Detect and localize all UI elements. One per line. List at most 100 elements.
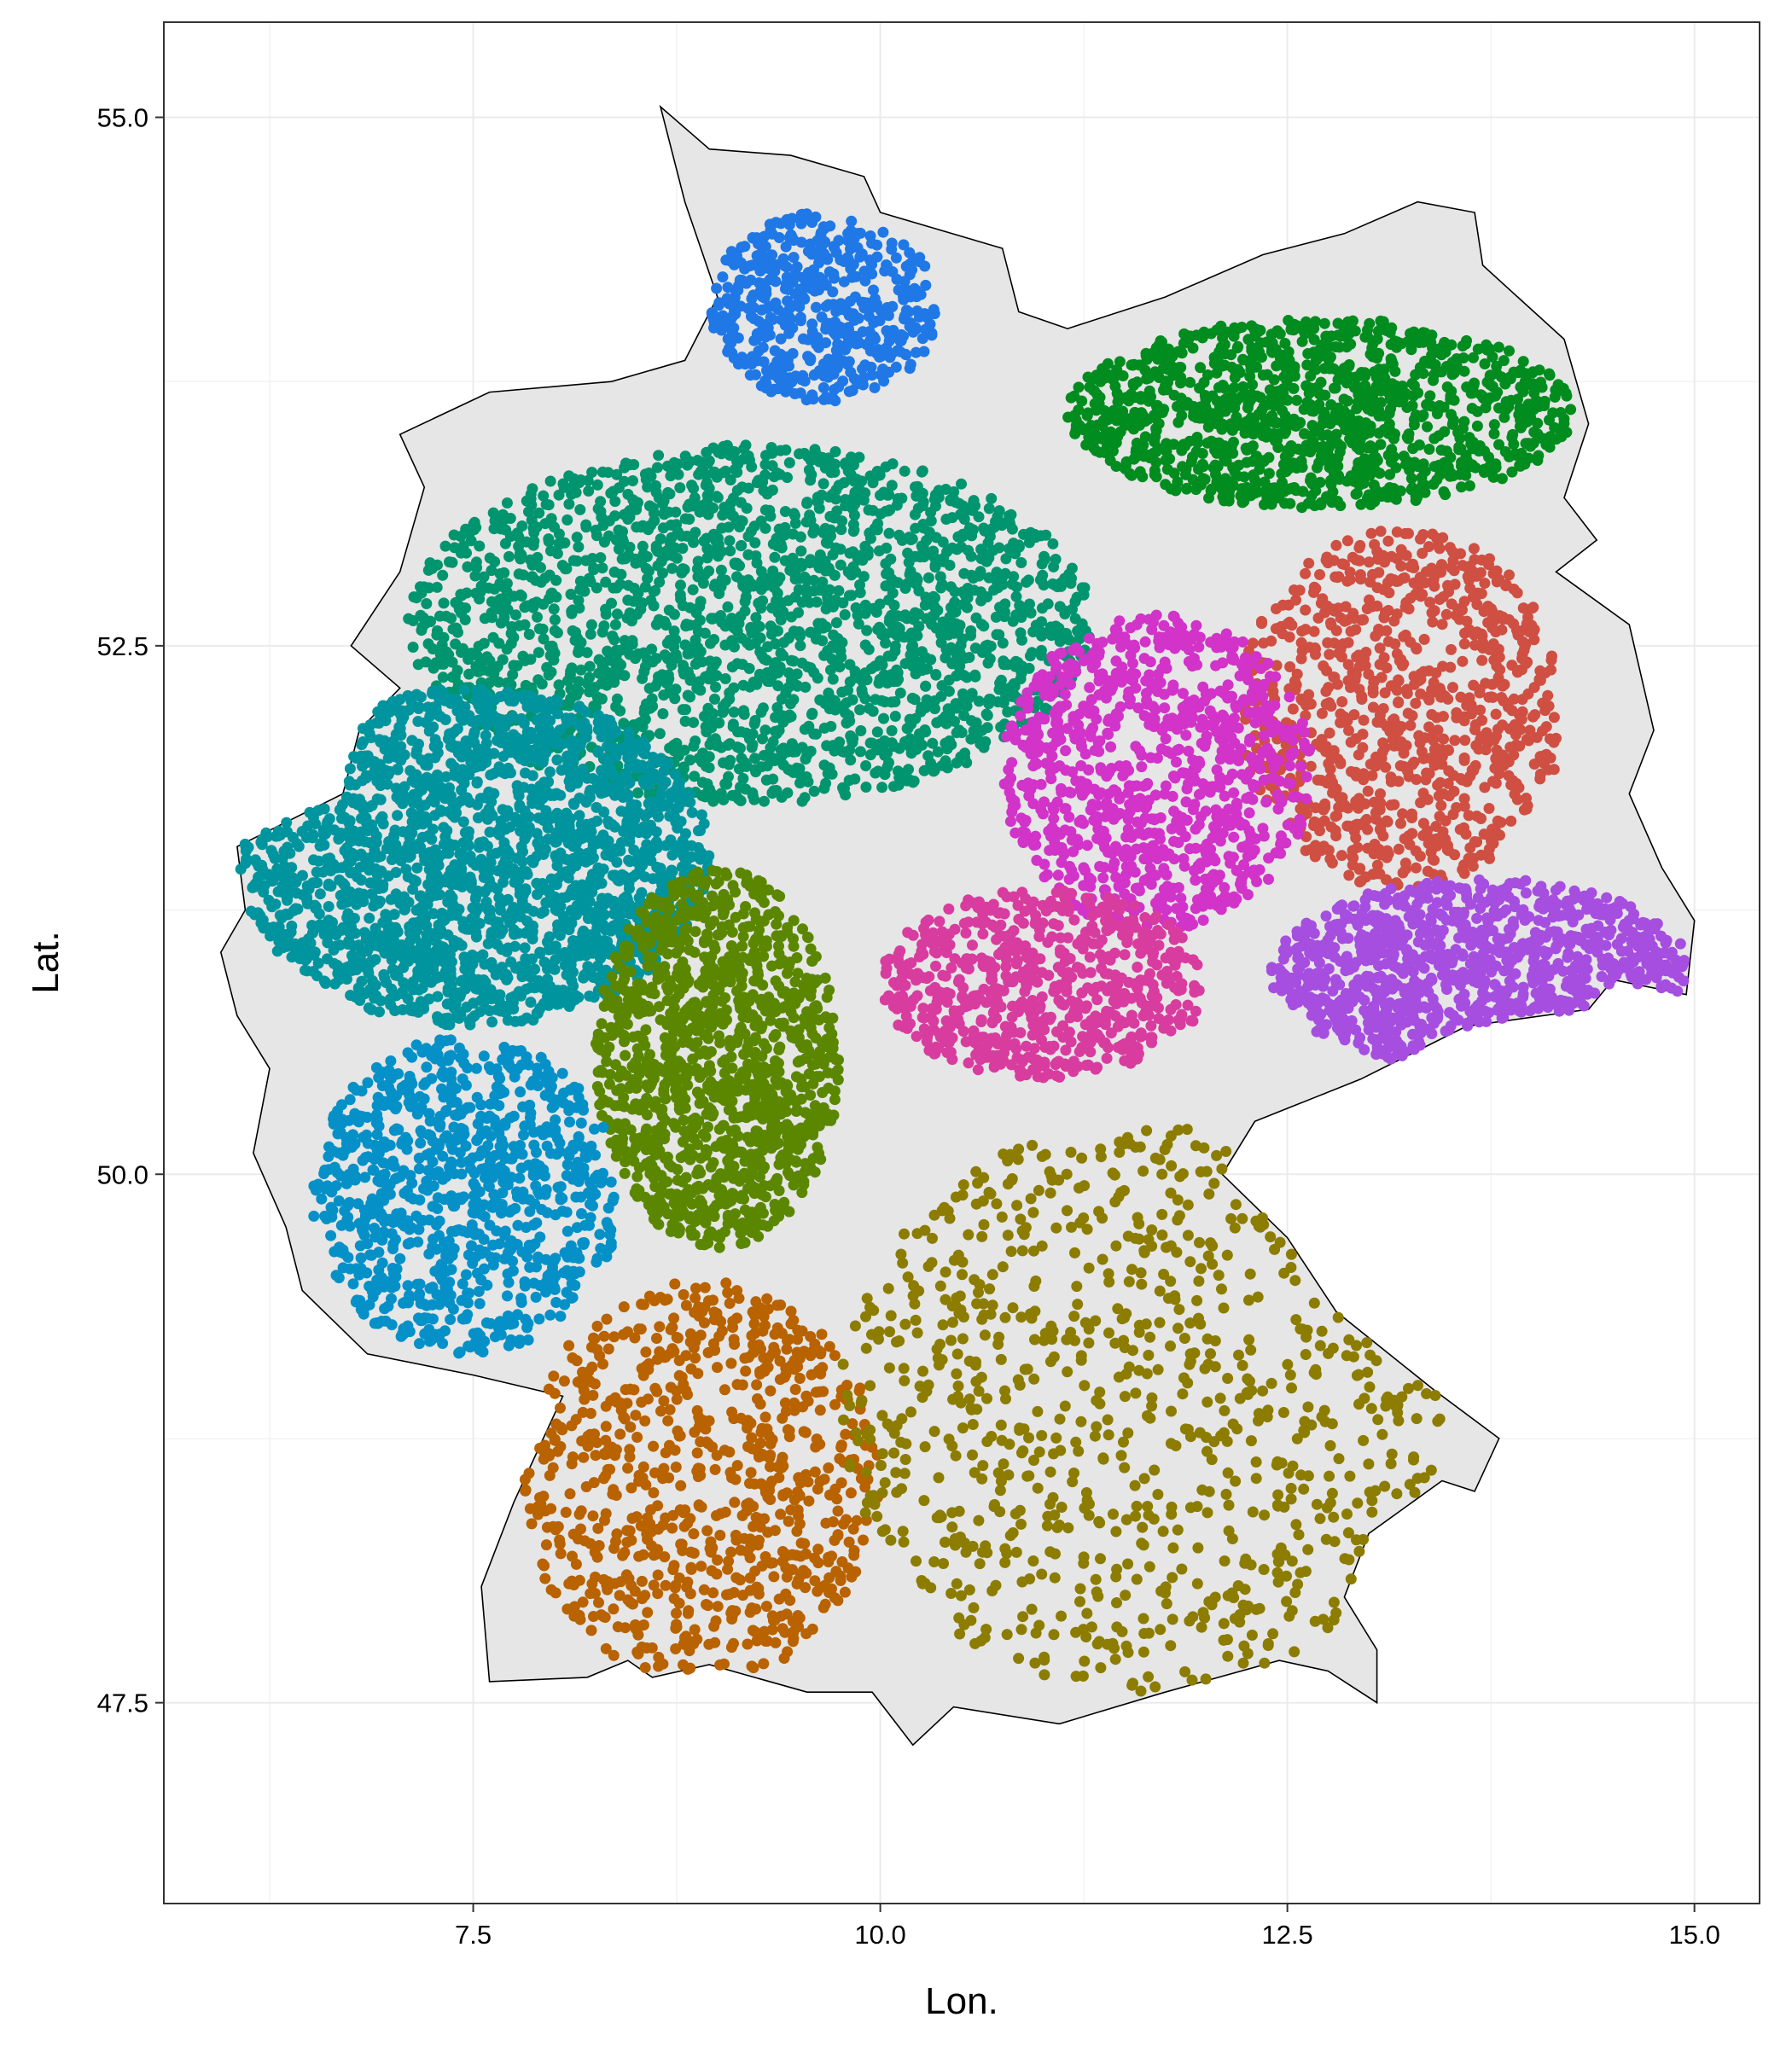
- data-point: [783, 328, 794, 339]
- data-point: [668, 550, 679, 561]
- data-point: [439, 597, 450, 608]
- data-point: [561, 514, 573, 526]
- data-point: [1545, 734, 1556, 745]
- data-point: [767, 485, 778, 496]
- data-point: [843, 466, 854, 477]
- data-point: [870, 382, 881, 393]
- data-point: [514, 620, 525, 631]
- data-point: [1000, 553, 1011, 564]
- data-point: [813, 252, 824, 263]
- data-point: [1457, 656, 1468, 667]
- data-point: [1256, 618, 1267, 629]
- data-point: [812, 332, 823, 343]
- data-point: [1364, 490, 1375, 501]
- data-point: [830, 493, 841, 504]
- data-point: [1084, 682, 1095, 693]
- data-point: [717, 271, 728, 282]
- data-point: [1148, 448, 1159, 459]
- data-point: [1169, 390, 1180, 401]
- data-point: [440, 541, 451, 552]
- data-point: [1290, 421, 1301, 432]
- data-point: [1518, 356, 1529, 367]
- data-point: [864, 703, 875, 714]
- data-point: [1228, 437, 1239, 448]
- data-point: [884, 528, 895, 539]
- data-point: [1354, 864, 1365, 875]
- data-point: [1409, 671, 1420, 682]
- data-point: [975, 566, 986, 577]
- data-point: [1308, 436, 1319, 447]
- data-point: [693, 555, 704, 567]
- data-point: [1346, 626, 1357, 637]
- data-point: [801, 497, 812, 508]
- data-point: [746, 462, 757, 473]
- data-point: [820, 587, 831, 598]
- data-point: [1347, 316, 1359, 327]
- data-point: [828, 630, 839, 641]
- data-point: [1558, 418, 1569, 429]
- data-point: [708, 634, 719, 645]
- data-point: [627, 475, 638, 486]
- data-point: [684, 499, 695, 510]
- data-point: [1362, 603, 1373, 614]
- data-point: [1300, 605, 1311, 616]
- data-point: [840, 609, 851, 620]
- data-point: [720, 575, 731, 586]
- data-point: [1539, 396, 1551, 407]
- data-point: [1359, 453, 1370, 464]
- data-point: [432, 582, 443, 593]
- data-point: [1080, 439, 1091, 451]
- data-point: [803, 246, 814, 257]
- data-point: [675, 593, 686, 604]
- data-point: [882, 490, 893, 501]
- data-point: [755, 326, 766, 337]
- data-point: [1278, 486, 1289, 497]
- data-point: [1504, 346, 1515, 357]
- data-point: [1258, 369, 1269, 381]
- data-point: [735, 356, 746, 367]
- data-point: [768, 753, 779, 764]
- data-point: [606, 598, 617, 609]
- data-point: [803, 776, 814, 788]
- data-point: [1037, 602, 1048, 613]
- data-point: [695, 685, 706, 696]
- data-point: [1434, 430, 1445, 441]
- data-point: [724, 298, 735, 309]
- data-point: [658, 522, 669, 533]
- data-point: [920, 681, 931, 692]
- data-point: [666, 563, 678, 574]
- data-point: [1341, 475, 1353, 486]
- data-point: [730, 332, 742, 343]
- data-point: [492, 661, 503, 672]
- data-point: [1236, 322, 1248, 333]
- data-point: [1496, 625, 1507, 636]
- data-point: [1325, 750, 1336, 761]
- data-point: [1464, 583, 1475, 594]
- data-point: [1512, 794, 1523, 805]
- data-point: [958, 568, 969, 579]
- data-point: [967, 505, 978, 516]
- data-point: [1438, 826, 1449, 837]
- data-point: [966, 530, 977, 541]
- data-point: [890, 641, 901, 652]
- data-point: [1505, 373, 1516, 384]
- data-point: [1375, 439, 1386, 450]
- data-point: [614, 578, 625, 590]
- data-point: [573, 647, 584, 658]
- data-point: [1327, 857, 1338, 869]
- data-point: [624, 649, 635, 660]
- data-point: [1002, 706, 1013, 718]
- data-point: [1374, 363, 1385, 375]
- data-point: [494, 578, 505, 589]
- data-point: [702, 671, 713, 682]
- data-point: [1545, 442, 1556, 453]
- data-point: [999, 598, 1010, 609]
- data-point: [1140, 365, 1151, 376]
- data-point: [1521, 658, 1532, 669]
- data-point: [1278, 371, 1289, 382]
- data-point: [1336, 696, 1347, 707]
- data-point: [1305, 475, 1316, 486]
- data-point: [794, 626, 805, 637]
- data-point: [1047, 538, 1058, 549]
- data-point: [1359, 715, 1370, 726]
